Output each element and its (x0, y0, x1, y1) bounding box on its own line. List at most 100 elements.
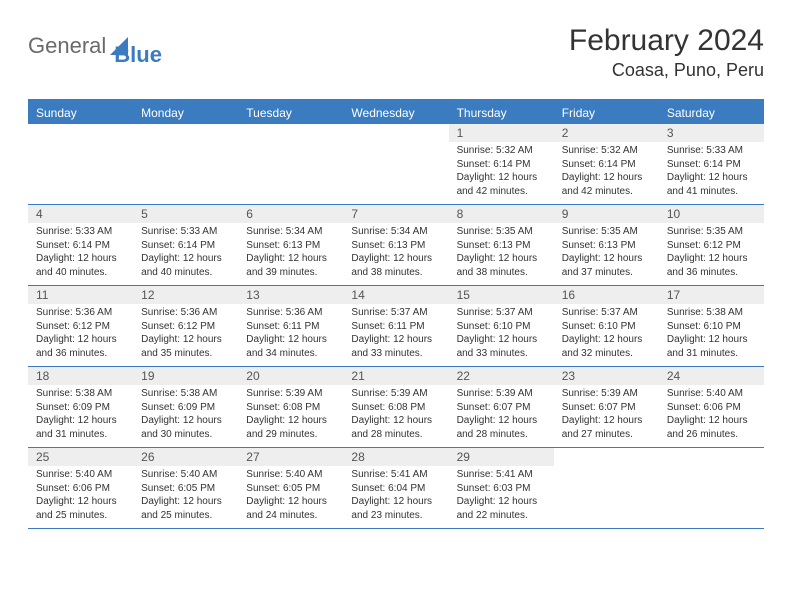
day-info-line: Sunset: 6:11 PM (351, 320, 440, 334)
day-cell: 27Sunrise: 5:40 AMSunset: 6:05 PMDayligh… (238, 448, 343, 528)
day-number: 18 (28, 367, 133, 385)
day-cell: 10Sunrise: 5:35 AMSunset: 6:12 PMDayligh… (659, 205, 764, 285)
day-info-line: Sunrise: 5:33 AM (36, 225, 125, 239)
day-info-line: and 37 minutes. (562, 266, 651, 280)
day-info-line: Daylight: 12 hours (667, 333, 756, 347)
day-cell: 9Sunrise: 5:35 AMSunset: 6:13 PMDaylight… (554, 205, 659, 285)
day-info-line: and 36 minutes. (667, 266, 756, 280)
day-info-line: and 38 minutes. (351, 266, 440, 280)
day-number (343, 124, 448, 142)
day-cell: 1Sunrise: 5:32 AMSunset: 6:14 PMDaylight… (449, 124, 554, 204)
day-cell: 2 Sunrise: 5:32 AMSunset: 6:14 PMDaylight… (554, 124, 659, 204)
day-info-line: Daylight: 12 hours (351, 414, 440, 428)
day-info-line: Sunset: 6:10 PM (457, 320, 546, 334)
calendar: SundayMondayTuesdayWednesdayThursdayFrid… (28, 99, 764, 529)
day-cell (238, 124, 343, 204)
day-info-line: Sunrise: 5:32 AM (562, 144, 651, 158)
day-info-line: Daylight: 12 hours (457, 414, 546, 428)
day-info-line: Sunrise: 5:36 AM (141, 306, 230, 320)
day-info-line: Sunset: 6:10 PM (667, 320, 756, 334)
day-info-line: Daylight: 12 hours (562, 171, 651, 185)
week-row: 11Sunrise: 5:36 AMSunset: 6:12 PMDayligh… (28, 286, 764, 367)
day-info-line: Sunrise: 5:38 AM (141, 387, 230, 401)
day-info: Sunrise: 5:38 AMSunset: 6:10 PMDaylight:… (659, 306, 764, 360)
day-info-line: Sunrise: 5:34 AM (351, 225, 440, 239)
day-info: Sunrise: 5:40 AMSunset: 6:05 PMDaylight:… (133, 468, 238, 522)
day-number (133, 124, 238, 142)
day-header: Friday (554, 102, 659, 124)
day-info-line: and 29 minutes. (246, 428, 335, 442)
day-cell (28, 124, 133, 204)
day-cell: 14Sunrise: 5:37 AMSunset: 6:11 PMDayligh… (343, 286, 448, 366)
day-info-line: Sunset: 6:08 PM (351, 401, 440, 415)
day-cell: 3Sunrise: 5:33 AMSunset: 6:14 PMDaylight… (659, 124, 764, 204)
day-number: 3 (659, 124, 764, 142)
day-info-line: Sunrise: 5:41 AM (351, 468, 440, 482)
day-number: 19 (133, 367, 238, 385)
day-number: 23 (554, 367, 659, 385)
day-number: 6 (238, 205, 343, 223)
day-info-line: Daylight: 12 hours (457, 495, 546, 509)
day-info-line: Sunset: 6:14 PM (141, 239, 230, 253)
day-info-line: Sunset: 6:06 PM (36, 482, 125, 496)
day-info-line: Sunset: 6:07 PM (457, 401, 546, 415)
week-row: 25Sunrise: 5:40 AMSunset: 6:06 PMDayligh… (28, 448, 764, 529)
day-info-line: Sunset: 6:14 PM (562, 158, 651, 172)
day-info: Sunrise: 5:37 AMSunset: 6:10 PMDaylight:… (554, 306, 659, 360)
day-number: 26 (133, 448, 238, 466)
day-info-line: Daylight: 12 hours (141, 495, 230, 509)
day-number: 28 (343, 448, 448, 466)
day-info-line: Sunrise: 5:37 AM (457, 306, 546, 320)
day-info-line: Sunset: 6:13 PM (246, 239, 335, 253)
day-info-line: Sunrise: 5:34 AM (246, 225, 335, 239)
day-info-line: and 25 minutes. (36, 509, 125, 523)
day-info: Sunrise: 5:38 AMSunset: 6:09 PMDaylight:… (133, 387, 238, 441)
day-cell: 24Sunrise: 5:40 AMSunset: 6:06 PMDayligh… (659, 367, 764, 447)
day-info: Sunrise: 5:39 AMSunset: 6:07 PMDaylight:… (554, 387, 659, 441)
day-info: Sunrise: 5:35 AMSunset: 6:12 PMDaylight:… (659, 225, 764, 279)
day-cell: 11Sunrise: 5:36 AMSunset: 6:12 PMDayligh… (28, 286, 133, 366)
day-info-line: Daylight: 12 hours (457, 171, 546, 185)
day-info-line: Sunrise: 5:37 AM (351, 306, 440, 320)
day-info: Sunrise: 5:33 AMSunset: 6:14 PMDaylight:… (28, 225, 133, 279)
day-info-line: Sunset: 6:09 PM (141, 401, 230, 415)
day-info-line: Sunset: 6:04 PM (351, 482, 440, 496)
day-header: Thursday (449, 102, 554, 124)
day-info-line: and 22 minutes. (457, 509, 546, 523)
day-number: 21 (343, 367, 448, 385)
day-info: Sunrise: 5:36 AMSunset: 6:12 PMDaylight:… (133, 306, 238, 360)
day-info: Sunrise: 5:39 AMSunset: 6:07 PMDaylight:… (449, 387, 554, 441)
day-cell: 13Sunrise: 5:36 AMSunset: 6:11 PMDayligh… (238, 286, 343, 366)
day-info-line: Daylight: 12 hours (246, 333, 335, 347)
day-info-line: Daylight: 12 hours (351, 495, 440, 509)
day-info-line: Daylight: 12 hours (667, 414, 756, 428)
day-number: 2 (554, 124, 659, 142)
day-info-line: Sunset: 6:03 PM (457, 482, 546, 496)
day-info-line: Sunset: 6:05 PM (246, 482, 335, 496)
day-info-line: and 31 minutes. (667, 347, 756, 361)
day-info-line: Sunset: 6:05 PM (141, 482, 230, 496)
title-block: February 2024 Coasa, Puno, Peru (569, 24, 764, 81)
day-cell: 4Sunrise: 5:33 AMSunset: 6:14 PMDaylight… (28, 205, 133, 285)
day-info: Sunrise: 5:34 AMSunset: 6:13 PMDaylight:… (343, 225, 448, 279)
day-info-line: Sunset: 6:10 PM (562, 320, 651, 334)
day-number: 27 (238, 448, 343, 466)
day-number: 20 (238, 367, 343, 385)
day-info-line: and 41 minutes. (667, 185, 756, 199)
day-info-line: and 30 minutes. (141, 428, 230, 442)
day-info-line: Daylight: 12 hours (667, 252, 756, 266)
day-info-line: Sunrise: 5:36 AM (36, 306, 125, 320)
day-info-line: Daylight: 12 hours (36, 495, 125, 509)
day-info-line: and 39 minutes. (246, 266, 335, 280)
day-info-line: Sunset: 6:13 PM (562, 239, 651, 253)
day-info-line: and 28 minutes. (351, 428, 440, 442)
day-info-line: Daylight: 12 hours (457, 252, 546, 266)
day-header: Saturday (659, 102, 764, 124)
week-row: 4Sunrise: 5:33 AMSunset: 6:14 PMDaylight… (28, 205, 764, 286)
day-info-line: Sunset: 6:09 PM (36, 401, 125, 415)
day-info: Sunrise: 5:35 AMSunset: 6:13 PMDaylight:… (554, 225, 659, 279)
day-cell (554, 448, 659, 528)
day-info-line: Sunrise: 5:33 AM (141, 225, 230, 239)
day-info-line: Sunset: 6:12 PM (36, 320, 125, 334)
day-number: 1 (449, 124, 554, 142)
